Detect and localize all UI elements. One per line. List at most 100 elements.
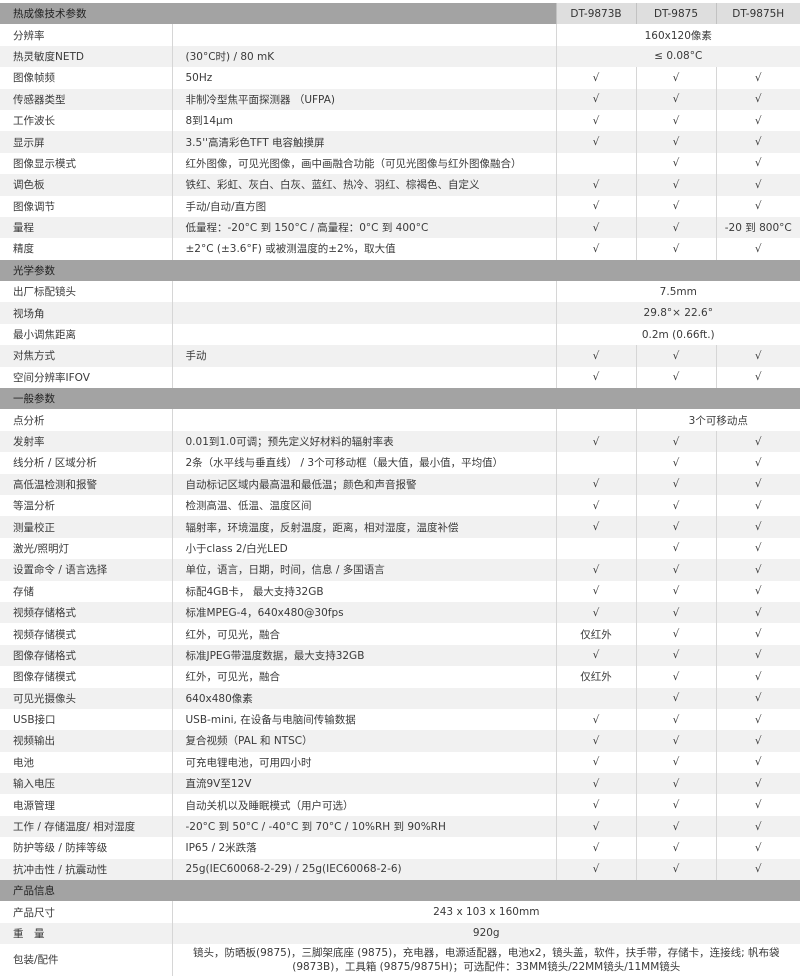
row-description — [171, 24, 556, 46]
row-description: 2条（水平线与垂直线） / 3个可移动框（最大值，最小值，平均值） — [171, 452, 556, 474]
table-row: 图像存储模式 红外，可见光，融合 仅红外 √ √ — [0, 666, 800, 688]
check-mark: √ — [635, 666, 716, 688]
table-row: 抗冲击性 / 抗震动性 25g(IEC60068-2-29) / 25g(IEC6… — [0, 858, 800, 881]
section-title: 一般参数 — [0, 388, 800, 410]
check-mark: √ — [555, 109, 636, 132]
model-value: 7.5mm — [555, 281, 800, 303]
table-row: 包装/配件 镜头，防晒板(9875)，三脚架底座 (9875)，充电器，电源适配器… — [0, 944, 800, 976]
check-mark: √ — [635, 109, 716, 132]
model-header-dt-9875: DT-9875 — [635, 3, 716, 25]
table-row: 高低温检测和报警 自动标记区域内最高温和最低温；颜色和声音报警 √ √ √ — [0, 473, 800, 495]
row-description: 标准MPEG-4，640x480@30fps — [171, 601, 556, 624]
spec-table: 热成像技术参数 DT-9873B DT-9875 DT-9875H 分辨率 160… — [0, 3, 800, 976]
check-mark: √ — [635, 345, 716, 367]
table-row: 视频存储模式 红外，可见光，融合 仅红外 √ √ — [0, 623, 800, 645]
row-description: USB-mini, 在设备与电脑间传输数据 — [171, 708, 556, 731]
row-label: 输入电压 — [0, 773, 172, 795]
row-description: 自动关机以及睡眠模式（用户可选） — [171, 794, 556, 816]
row-description — [171, 366, 556, 389]
model-value: 3个可移动点 — [635, 409, 800, 431]
row-label: 量程 — [0, 216, 172, 239]
section-header-row: 光学参数 — [0, 259, 800, 282]
row-label: 视频输出 — [0, 730, 172, 752]
check-mark: √ — [555, 195, 636, 217]
row-label: 对焦方式 — [0, 345, 172, 367]
check-mark: √ — [635, 794, 716, 816]
check-mark: √ — [715, 366, 800, 389]
table-row: USB接口 USB-mini, 在设备与电脑间传输数据 √ √ √ — [0, 708, 800, 731]
model-value — [555, 537, 636, 560]
row-label: 出厂标配镜头 — [0, 281, 172, 303]
row-description: ±2°C (±3.6°F) 或被测温度的±2%，取大值 — [171, 238, 556, 260]
table-header-row: 热成像技术参数 DT-9873B DT-9875 DT-9875H — [0, 3, 800, 25]
row-label: 图像存储格式 — [0, 644, 172, 667]
row-description: 辐射率，环境温度，反射温度，距离，相对湿度，温度补偿 — [171, 516, 556, 538]
check-mark: √ — [715, 773, 800, 795]
row-label: 高低温检测和报警 — [0, 473, 172, 495]
check-mark: √ — [555, 366, 636, 389]
table-row: 空间分辨率IFOV √ √ √ — [0, 366, 800, 389]
table-row: 电源管理 自动关机以及睡眠模式（用户可选） √ √ √ — [0, 794, 800, 816]
row-description — [171, 281, 556, 303]
row-label: 热灵敏度NETD — [0, 45, 172, 68]
model-value: 仅红外 — [555, 623, 636, 645]
section-title: 热成像技术参数 — [0, 3, 556, 25]
check-mark: √ — [715, 708, 800, 731]
row-value: 920g — [171, 922, 800, 945]
check-mark: √ — [635, 559, 716, 581]
check-mark: √ — [715, 473, 800, 495]
row-label: 调色板 — [0, 174, 172, 196]
check-mark: √ — [555, 730, 636, 752]
check-mark: √ — [555, 473, 636, 495]
row-label: 视场角 — [0, 302, 172, 324]
table-row: 图像调节 手动/自动/直方图 √ √ √ — [0, 195, 800, 217]
table-row: 显示屏 3.5''高清彩色TFT 电容触摸屏 √ √ √ — [0, 131, 800, 153]
check-mark: √ — [715, 452, 800, 474]
model-value: 仅红外 — [555, 666, 636, 688]
table-row: 设置命令 / 语言选择 单位，语言，日期，时间，信息 / 多国语言 √ √ √ — [0, 559, 800, 581]
row-description: 手动 — [171, 345, 556, 367]
row-description: 8到14μm — [171, 109, 556, 132]
row-label: 图像显示模式 — [0, 152, 172, 175]
row-description: 标准JPEG带温度数据，最大支持32GB — [171, 644, 556, 667]
check-mark: √ — [635, 580, 716, 602]
row-label: 激光/照明灯 — [0, 537, 172, 560]
row-description: 复合视频（PAL 和 NTSC） — [171, 730, 556, 752]
table-row: 视频输出 复合视频（PAL 和 NTSC） √ √ √ — [0, 730, 800, 752]
check-mark: √ — [635, 238, 716, 260]
row-label: 视频存储格式 — [0, 601, 172, 624]
row-description: 标配4GB卡， 最大支持32GB — [171, 580, 556, 602]
check-mark: √ — [555, 601, 636, 624]
table-row: 图像存储格式 标准JPEG带温度数据，最大支持32GB √ √ √ — [0, 644, 800, 667]
row-description: 3.5''高清彩色TFT 电容触摸屏 — [171, 131, 556, 153]
check-mark: √ — [555, 345, 636, 367]
table-row: 等温分析 检测高温、低温、温度区间 √ √ √ — [0, 494, 800, 517]
check-mark: √ — [635, 623, 716, 645]
check-mark: √ — [715, 67, 800, 89]
check-mark: √ — [555, 644, 636, 667]
row-description: 手动/自动/直方图 — [171, 195, 556, 217]
table-row: 激光/照明灯 小于class 2/白光LED √ √ — [0, 537, 800, 560]
row-description: 25g(IEC60068-2-29) / 25g(IEC60068-2-6) — [171, 858, 556, 881]
check-mark: √ — [635, 687, 716, 709]
row-label: 显示屏 — [0, 131, 172, 153]
check-mark: √ — [555, 216, 636, 239]
check-mark: √ — [555, 131, 636, 153]
check-mark: √ — [555, 837, 636, 859]
row-description: 单位，语言，日期，时间，信息 / 多国语言 — [171, 559, 556, 581]
model-value: 29.8°× 22.6° — [555, 302, 800, 324]
check-mark: √ — [555, 238, 636, 260]
row-label: 空间分辨率IFOV — [0, 366, 172, 389]
table-row: 输入电压 直流9V至12V √ √ √ — [0, 773, 800, 795]
row-description: 可充电锂电池，可用四小时 — [171, 751, 556, 774]
check-mark: √ — [715, 666, 800, 688]
model-value — [555, 152, 636, 175]
check-mark: √ — [715, 88, 800, 110]
check-mark: √ — [715, 537, 800, 560]
check-mark: √ — [635, 67, 716, 89]
check-mark: √ — [635, 366, 716, 389]
table-row: 防护等级 / 防摔等级 IP65 / 2米跌落 √ √ √ — [0, 837, 800, 859]
section-header-row: 产品信息 — [0, 880, 800, 902]
check-mark: √ — [555, 559, 636, 581]
row-label: 最小调焦距离 — [0, 323, 172, 346]
